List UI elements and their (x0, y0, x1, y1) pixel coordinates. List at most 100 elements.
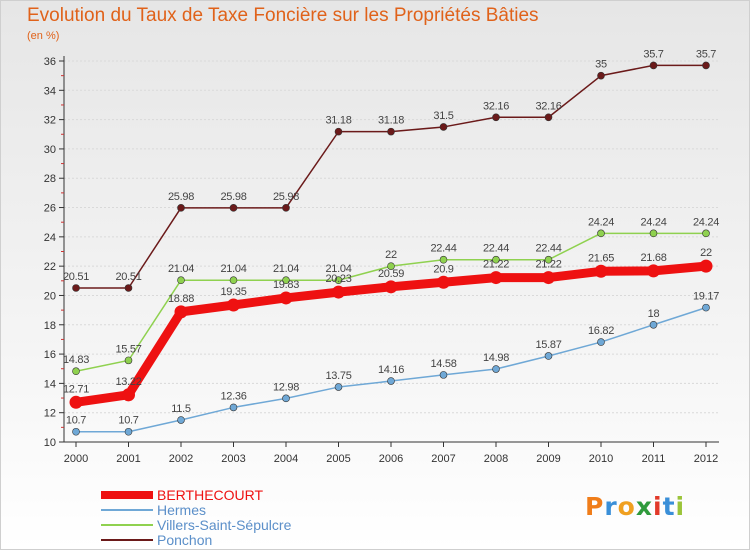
data-label-berthecourt: 19.35 (220, 286, 246, 298)
data-point-berthecourt (174, 305, 188, 319)
data-label-ponchon: 35.7 (696, 48, 716, 60)
data-point-villers-saint-s-pulcre (649, 229, 658, 238)
data-label-berthecourt: 20.59 (378, 268, 404, 280)
legend-swatch (101, 524, 153, 526)
data-label-ponchon: 20.51 (63, 271, 89, 283)
data-point-villers-saint-s-pulcre (597, 229, 605, 238)
data-point-hermes (124, 427, 133, 436)
legend-swatch (101, 491, 153, 499)
x-tick-label: 2009 (536, 453, 560, 465)
data-label-hermes: 13.75 (325, 370, 351, 382)
data-point-ponchon (597, 71, 605, 80)
legend-label: Ponchon (157, 532, 213, 548)
data-label-villers-saint-s-pulcre: 15.57 (115, 343, 141, 355)
data-label-hermes: 19.17 (693, 291, 719, 303)
x-tick-label: 2012 (694, 453, 718, 465)
data-point-ponchon (282, 204, 290, 212)
logo-letter: t (662, 492, 676, 521)
data-label-berthecourt: 21.22 (483, 259, 509, 271)
data-label-villers-saint-s-pulcre: 22.44 (430, 243, 456, 255)
x-tick-label: 2005 (326, 453, 350, 465)
data-label-hermes: 11.5 (171, 403, 191, 415)
legend-swatch (101, 509, 153, 511)
y-tick-label: 18 (44, 320, 56, 332)
data-point-berthecourt (122, 388, 135, 402)
data-point-hermes (702, 303, 710, 312)
data-label-ponchon: 25.98 (220, 191, 246, 203)
data-label-berthecourt: 19.83 (273, 279, 299, 291)
data-label-hermes: 16.82 (588, 325, 614, 337)
data-point-hermes (492, 365, 500, 373)
data-point-villers-saint-s-pulcre (544, 255, 553, 264)
data-point-berthecourt (332, 285, 345, 299)
data-label-villers-saint-s-pulcre: 14.83 (63, 354, 89, 366)
logo-letter: i (653, 492, 663, 521)
data-point-berthecourt (489, 271, 503, 285)
data-point-hermes (439, 371, 448, 379)
data-point-hermes (544, 352, 553, 360)
data-label-villers-saint-s-pulcre: 24.24 (588, 216, 614, 228)
data-label-berthecourt: 21.65 (588, 252, 614, 264)
data-label-ponchon: 25.98 (168, 191, 194, 203)
data-label-berthecourt: 21.68 (640, 252, 666, 264)
data-point-villers-saint-s-pulcre (334, 276, 343, 285)
data-point-ponchon (544, 113, 553, 122)
data-label-villers-saint-s-pulcre: 21.04 (325, 263, 351, 275)
data-label-ponchon: 25.98 (273, 191, 299, 203)
chart-title: Evolution du Taux de Taxe Foncière sur l… (27, 5, 539, 26)
data-point-berthecourt (384, 280, 398, 294)
x-tick-label: 2004 (274, 453, 298, 465)
y-tick-label: 34 (44, 85, 56, 97)
proxiti-logo: Proxiti (585, 492, 685, 521)
data-point-ponchon (492, 113, 500, 122)
data-label-villers-saint-s-pulcre: 21.04 (220, 263, 246, 275)
y-tick-label: 36 (44, 56, 56, 68)
x-tick-label: 2011 (642, 453, 666, 465)
data-point-ponchon (72, 284, 80, 292)
logo-letter: o (617, 492, 636, 521)
legend-label: Villers-Saint-Sépulcre (157, 517, 292, 533)
data-label-berthecourt: 20.9 (433, 263, 453, 275)
y-tick-label: 32 (44, 115, 56, 127)
legend-label: Hermes (157, 502, 207, 518)
logo-letter: r (604, 492, 618, 521)
data-label-hermes: 18 (648, 308, 660, 320)
y-tick-label: 16 (44, 349, 56, 361)
data-point-berthecourt (69, 395, 83, 409)
data-point-villers-saint-s-pulcre (72, 367, 80, 376)
data-label-hermes: 15.87 (535, 339, 561, 351)
data-point-villers-saint-s-pulcre (702, 229, 710, 238)
data-label-ponchon: 32.16 (483, 100, 509, 112)
data-point-ponchon (702, 61, 710, 70)
data-point-berthecourt (699, 259, 713, 273)
data-label-hermes: 14.98 (483, 352, 509, 364)
data-point-villers-saint-s-pulcre (282, 276, 290, 285)
data-point-hermes (229, 403, 238, 412)
data-point-villers-saint-s-pulcre (124, 356, 133, 365)
data-label-ponchon: 31.5 (433, 110, 453, 122)
data-label-villers-saint-s-pulcre: 24.24 (640, 216, 666, 228)
y-tick-label: 20 (44, 290, 56, 302)
data-point-hermes (177, 416, 185, 424)
data-label-villers-saint-s-pulcre: 22 (385, 249, 397, 261)
legend-item: BERTHECOURT (101, 487, 401, 503)
logo-letter: P (585, 492, 605, 521)
x-tick-label: 2006 (379, 453, 403, 465)
data-label-villers-saint-s-pulcre: 24.24 (693, 216, 719, 228)
y-axis-unit: (en %) (27, 30, 60, 42)
data-point-hermes (387, 377, 395, 385)
y-tick-label: 14 (44, 378, 56, 390)
data-point-berthecourt (647, 264, 660, 278)
legend-item: Villers-Saint-Sépulcre (101, 517, 401, 533)
data-point-villers-saint-s-pulcre (492, 255, 500, 264)
data-point-berthecourt (279, 291, 293, 305)
data-point-villers-saint-s-pulcre (439, 255, 448, 264)
data-point-ponchon (649, 61, 658, 70)
data-label-hermes: 10.7 (118, 415, 138, 427)
data-point-hermes (282, 394, 290, 403)
data-point-ponchon (334, 127, 343, 136)
data-point-villers-saint-s-pulcre (387, 262, 395, 270)
y-tick-label: 22 (44, 261, 56, 273)
data-point-hermes (334, 383, 343, 391)
